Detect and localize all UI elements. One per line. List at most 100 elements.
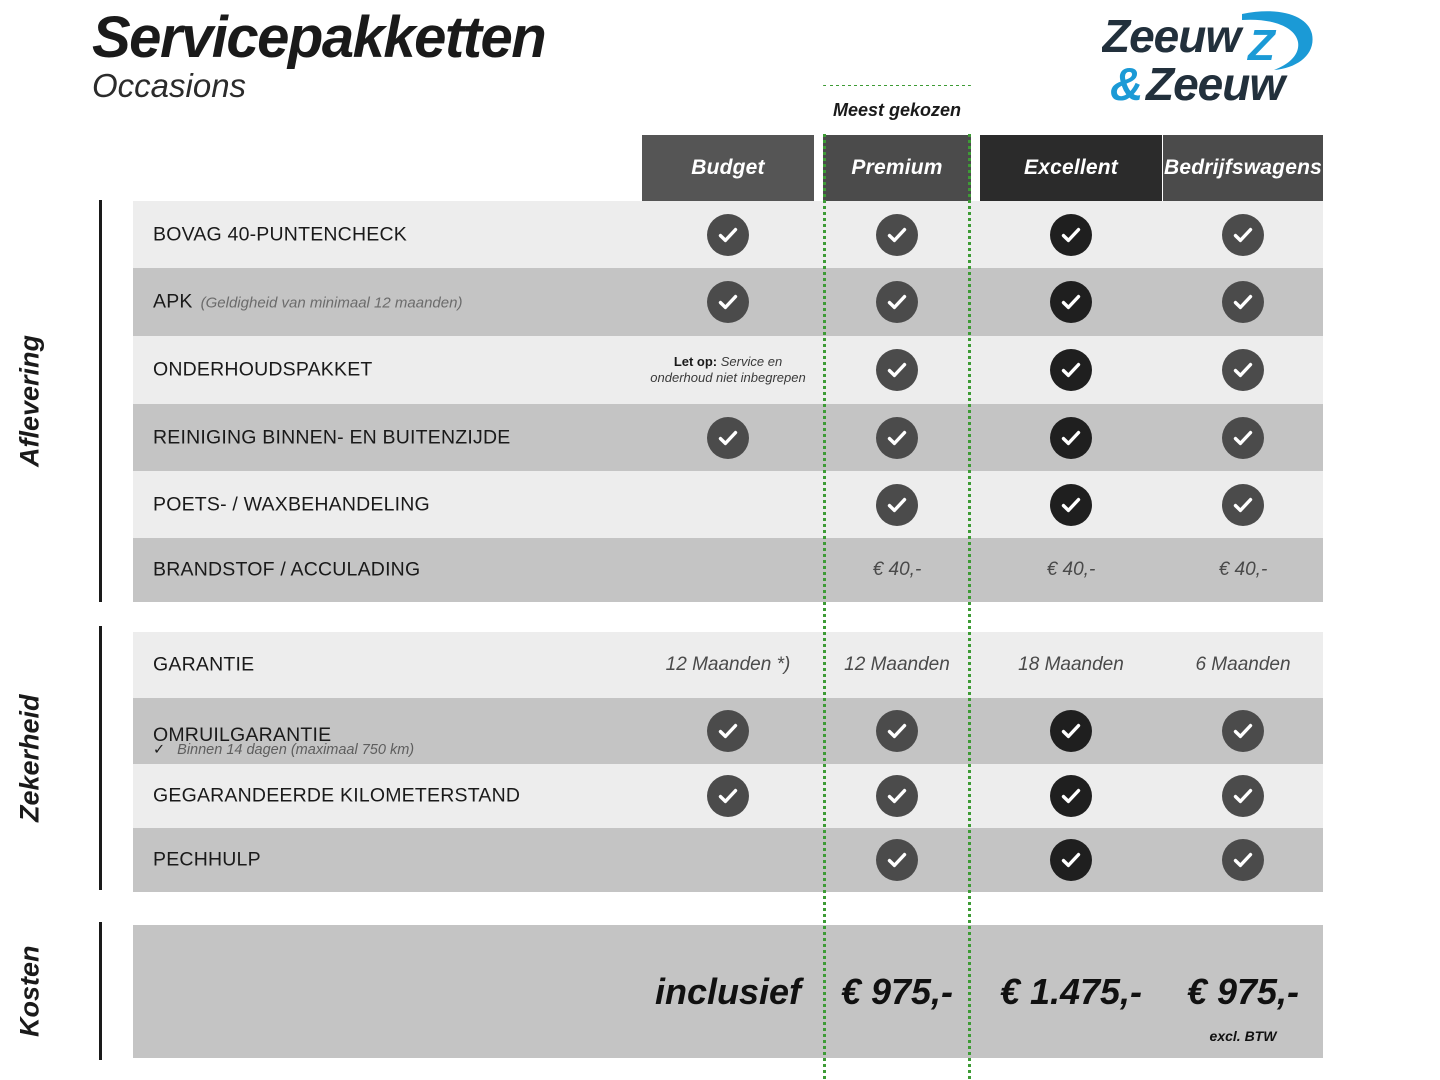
price-row: inclusief € 975,- € 1.475,- € 975,- excl. BT… xyxy=(133,925,1323,1058)
cell-premium: € 40,- xyxy=(823,538,971,602)
cell-excellent xyxy=(980,471,1162,538)
cell-value: 12 Maanden *) xyxy=(665,654,791,675)
row-label: ONDERHOUDSPAKKET xyxy=(153,359,373,382)
check-circle-icon xyxy=(1222,349,1264,391)
cell-bedrijfswagens xyxy=(1163,404,1323,471)
page-title-block: Servicepakketten Occasions xyxy=(92,5,547,105)
row-label-text: PECHHULP xyxy=(153,848,261,871)
cell-value: 6 Maanden xyxy=(1195,654,1291,675)
check-circle-icon xyxy=(876,710,918,752)
table-row: POETS- / WAXBEHANDELING xyxy=(133,471,1323,538)
column-header-excellent[interactable]: Excellent xyxy=(980,135,1162,201)
cell-value: € 40,- xyxy=(872,559,922,580)
cell-bedrijfswagens: € 40,- xyxy=(1163,538,1323,602)
table-row: PECHHULP xyxy=(133,828,1323,892)
column-header-budget[interactable]: Budget xyxy=(642,135,814,201)
column-header-bedrijfswagens[interactable]: Bedrijfswagens xyxy=(1163,135,1323,201)
price-value: € 975,- xyxy=(840,970,954,1012)
row-label-text: ONDERHOUDSPAKKET xyxy=(153,358,373,381)
section-rail-aflevering xyxy=(99,200,102,602)
section-label-aflevering: Aflevering xyxy=(14,334,45,468)
row-label: OMRUILGARANTIE xyxy=(153,724,331,747)
price-cell-budget: inclusief xyxy=(642,925,814,1058)
row-label: PECHHULP xyxy=(153,849,261,872)
section-label-kosten: Kosten xyxy=(14,945,45,1037)
cell-bedrijfswagens xyxy=(1163,698,1323,764)
check-circle-icon xyxy=(876,213,918,256)
table-row: OMRUILGARANTIE ✓ Binnen 14 dagen (maximaal… xyxy=(133,698,1323,764)
check-circle-icon xyxy=(1222,416,1264,459)
cell-budget xyxy=(642,268,814,336)
cell-budget: 12 Maanden *) xyxy=(642,632,814,698)
cell-budget xyxy=(642,404,814,471)
price-value: € 975,- xyxy=(1186,970,1300,1012)
price-cell-bedrijfswagens: € 975,- excl. BTW xyxy=(1163,925,1323,1058)
check-circle-icon xyxy=(1050,281,1092,323)
cell-premium xyxy=(823,828,971,892)
cell-excellent xyxy=(980,404,1162,471)
row-label: APK (Geldigheid van minimaal 12 maanden) xyxy=(153,291,462,314)
check-circle-icon xyxy=(707,775,749,817)
row-label: GEGARANDEERDE KILOMETERSTAND xyxy=(153,785,520,808)
column-header-premium[interactable]: Premium xyxy=(823,135,971,201)
cell-value: 12 Maanden xyxy=(844,654,950,675)
cell-premium xyxy=(823,698,971,764)
check-circle-icon xyxy=(707,281,749,323)
cell-excellent xyxy=(980,201,1162,268)
cell-premium xyxy=(823,201,971,268)
cell-value: 18 Maanden xyxy=(1018,654,1124,675)
check-circle-icon xyxy=(1050,416,1092,459)
cell-excellent xyxy=(980,764,1162,828)
checkmark-glyph-icon: ✓ xyxy=(153,742,166,758)
row-label-note: (Geldigheid van minimaal 12 maanden) xyxy=(200,294,463,312)
check-circle-icon xyxy=(876,839,918,881)
cell-bedrijfswagens xyxy=(1163,268,1323,336)
price-cell-premium: € 975,- xyxy=(823,925,971,1058)
cell-budget xyxy=(642,471,814,538)
cell-budget: Let op: Service en onderhoud niet inbegr… xyxy=(642,336,814,404)
cell-premium xyxy=(823,764,971,828)
cell-warning-text: Service en onderhoud niet inbegrepen xyxy=(650,353,806,385)
cell-excellent: € 40,- xyxy=(980,538,1162,602)
cell-budget xyxy=(642,828,814,892)
cell-warning-note: Let op: Service en onderhoud niet inbegr… xyxy=(648,354,808,387)
cell-bedrijfswagens xyxy=(1163,201,1323,268)
cell-value: € 40,- xyxy=(1046,559,1096,580)
cell-budget xyxy=(642,201,814,268)
price-value: inclusief xyxy=(654,970,802,1012)
check-circle-icon xyxy=(1050,349,1092,391)
check-circle-icon xyxy=(707,710,749,752)
row-label-text: BOVAG 40-PUNTENCHECK xyxy=(153,223,407,245)
row-label: BOVAG 40-PUNTENCHECK xyxy=(153,223,407,246)
check-circle-icon xyxy=(1050,710,1092,752)
check-circle-icon xyxy=(1222,483,1264,526)
row-subnote-text: Binnen 14 dagen (maximaal 750 km) xyxy=(177,742,415,758)
row-subnote: ✓ Binnen 14 dagen (maximaal 750 km) xyxy=(153,742,414,758)
row-label-text: POETS- / WAXBEHANDELING xyxy=(153,493,430,515)
check-circle-icon xyxy=(876,775,918,817)
cell-budget xyxy=(642,538,814,602)
table-row: GARANTIE 12 Maanden *) 12 Maanden 18 Maande… xyxy=(133,632,1323,698)
row-label-text: APK xyxy=(153,290,193,313)
check-circle-icon xyxy=(876,281,918,323)
svg-text:Zeeuw: Zeeuw xyxy=(1144,58,1288,108)
cell-bedrijfswagens xyxy=(1163,471,1323,538)
check-circle-icon xyxy=(707,213,749,256)
page-title: Servicepakketten xyxy=(92,5,547,70)
cell-excellent: 18 Maanden xyxy=(980,632,1162,698)
table-row: REINIGING BINNEN- EN BUITENZIJDE xyxy=(133,404,1323,471)
check-circle-icon xyxy=(1050,839,1092,881)
cell-bedrijfswagens: 6 Maanden xyxy=(1163,632,1323,698)
row-label-text: GARANTIE xyxy=(153,653,255,676)
svg-text:Zeeuw: Zeeuw xyxy=(1102,10,1244,62)
cell-bedrijfswagens xyxy=(1163,828,1323,892)
cell-bedrijfswagens xyxy=(1163,764,1323,828)
row-label: POETS- / WAXBEHANDELING xyxy=(153,493,430,516)
price-value: € 1.475,- xyxy=(999,970,1143,1012)
cell-warning-strong: Let op: xyxy=(673,353,718,369)
section-label-zekerheid: Zekerheid xyxy=(14,694,45,822)
row-label: REINIGING BINNEN- EN BUITENZIJDE xyxy=(153,426,510,449)
check-circle-icon xyxy=(1222,213,1264,256)
cell-budget xyxy=(642,698,814,764)
cell-premium xyxy=(823,471,971,538)
